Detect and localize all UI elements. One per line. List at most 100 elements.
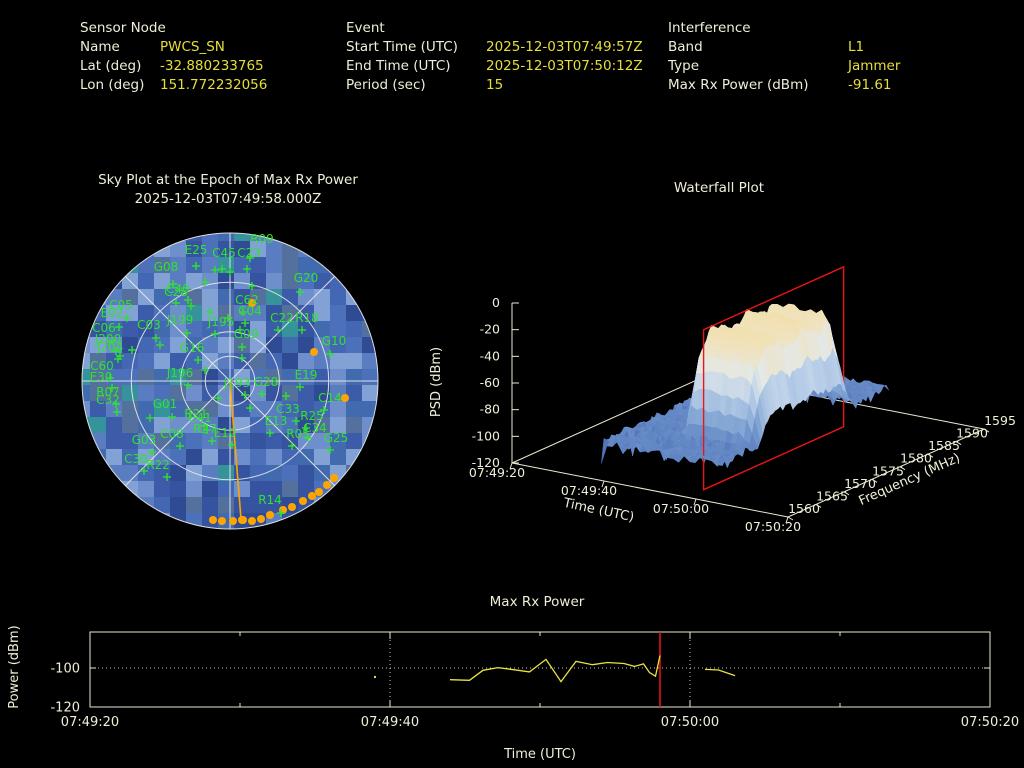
jammer-track-dot [310,348,318,356]
sky-heatmap-cell [330,321,346,337]
satellite-label: C05 [109,298,133,312]
satellite-label: R27 [193,422,217,436]
sky-heatmap-cell [154,417,170,433]
psd-tick-label: -100 [472,428,500,443]
sky-heatmap-cell [378,369,394,385]
satellite-label: E19 [295,368,318,382]
sky-heatmap-cell [82,513,90,529]
sky-heatmap-cell [82,401,90,417]
sky-heatmap-cell [378,241,394,257]
sky-heatmap-cell [362,513,378,529]
jammer-track-dot [257,515,265,523]
sky-heatmap-cell [82,385,90,401]
sky-heatmap-cell [378,465,394,481]
sky-heatmap-cell [106,417,122,433]
sky-heatmap-cell [122,233,138,241]
satellite-label: G25 [324,431,349,445]
sky-heatmap-cell [138,401,154,417]
sky-heatmap-cell [282,233,298,241]
sky-heatmap-cell [82,497,90,513]
sky-heatmap-cell [218,529,234,545]
sky-heatmap-cell [202,529,218,545]
sky-heatmap-cell [170,257,186,273]
sky-heatmap-cell [362,353,378,369]
sky-heatmap-cell [186,497,202,513]
sky-heatmap-cell [106,513,122,529]
sky-heatmap-cell [170,233,186,241]
sky-heatmap-cell [378,529,394,545]
satellite-label: R05 [286,427,310,441]
sky-heatmap-cell [314,497,330,513]
sky-heatmap-cell [82,433,90,449]
satellite-label: C03 [137,318,161,332]
sky-heatmap-cell [266,385,282,401]
freq-tick-label: 1595 [984,413,1016,428]
event-title: Event [346,20,385,36]
sky-heatmap-cell [378,449,394,465]
freq-tick [871,478,878,483]
sky-heatmap-cell [346,465,362,481]
sky-heatmap-cell [346,337,362,353]
interference-maxrx-label: Max Rx Power (dBm) [668,77,809,93]
event-start-label: Start Time (UTC) [346,39,458,55]
sky-heatmap-cell [330,241,346,257]
sky-heatmap-cell [234,497,250,513]
freq-tick [815,504,822,508]
sky-heatmap-cell [362,369,378,385]
time-tick-label: 07:50:00 [653,501,709,516]
satellite-label: C22 [270,311,294,325]
sky-heatmap-cell [314,529,330,545]
jammer-track-dot [323,481,331,489]
sky-heatmap-cell [82,369,90,385]
waterfall-surface-front [694,309,889,469]
sensor-lat-value: -32.880233765 [160,58,264,74]
sky-heatmap-cell [202,337,218,353]
sky-heatmap-cell [362,481,378,497]
jammer-track-dot [308,492,316,500]
interference-band-label: Band [668,39,703,55]
sky-heatmap-cell [138,513,154,529]
sky-heatmap-cell [186,513,202,529]
sky-heatmap-cell [250,257,266,273]
sky-heatmap-cell [298,401,314,417]
jammer-track-dot [218,517,226,525]
sensor-node-title: Sensor Node [80,20,166,36]
sky-heatmap-cell [186,449,202,465]
sky-heatmap-cell [282,337,298,353]
sky-heatmap-cell [218,233,234,241]
sky-heatmap-cell [314,233,330,241]
sky-heatmap-cell [250,449,266,465]
satellite-label: C60 [90,359,114,373]
sky-heatmap-cell [82,233,90,241]
sky-heatmap-cell [90,449,106,465]
sky-heatmap-cell [122,337,138,353]
sky-heatmap-cell [122,385,138,401]
sky-heatmap-cell [138,417,154,433]
time-tick-label: 07:49:20 [469,465,525,480]
sky-heatmap-cell [106,273,122,289]
sky-heatmap-cell [266,449,282,465]
sky-heatmap-cell [218,481,234,497]
sky-heatmap-cell [106,257,122,273]
sky-heatmap-cell [362,417,378,433]
sky-heatmap-cell [90,529,106,545]
x-tick-label: 07:50:00 [661,715,719,730]
event-start-value: 2025-12-03T07:49:57Z [486,39,643,55]
sky-heatmap-cell [186,289,202,305]
sky-heatmap-cell [378,289,394,305]
sky-heatmap-cell [314,305,330,321]
sky-heatmap-cell [82,481,90,497]
jammer-track-dot [330,474,338,482]
sky-heatmap-cell [170,385,186,401]
satellite-label: E02 [101,306,124,320]
sky-heatmap-cell [250,305,266,321]
plot-box [89,631,991,708]
jammer-track-dot [288,503,296,511]
sky-heatmap-cell [122,241,138,257]
sky-heatmap-cell [250,481,266,497]
sky-heatmap-cell [378,433,394,449]
sky-heatmap-cell [346,385,362,401]
sky-heatmap-cell [362,289,378,305]
sky-heatmap-cell [202,257,218,273]
